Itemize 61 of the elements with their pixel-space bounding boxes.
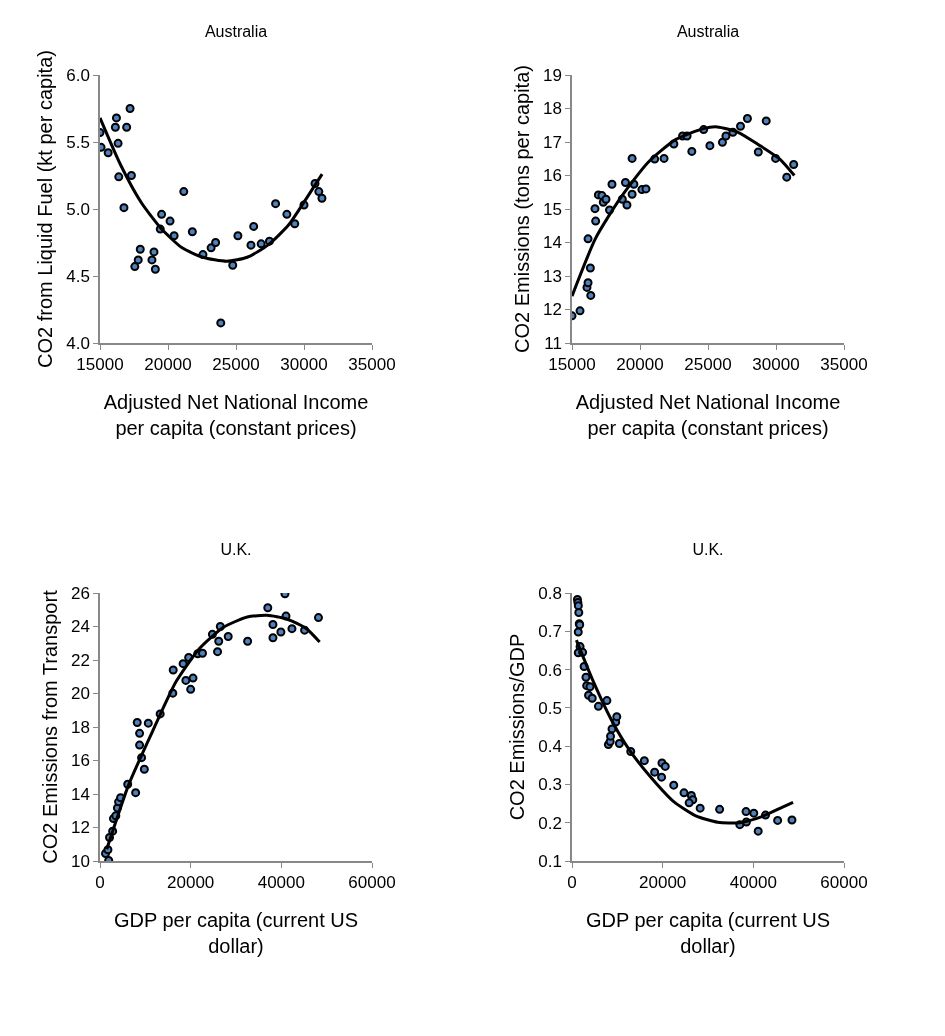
y-tick-label: 5.0 [66,199,90,219]
y-tick-label: 6.0 [66,65,90,85]
x-tick-label: 0 [567,873,577,893]
x-axis-title: Adjusted Net National Income per capita (constant prices) [103,391,369,440]
x-tick-label: 35000 [348,355,396,375]
chart-title: Australia [204,23,268,41]
x-tick-label: 20000 [144,355,192,375]
y-axis-title: CO2 from Liquid Fuel (kt per capita) [34,50,57,368]
y-tick-label: 0.7 [538,622,562,642]
y-tick-label: 0.1 [538,851,562,871]
y-tick-label: 0.3 [538,775,562,795]
x-tick-label: 30000 [280,355,328,375]
x-tick-label: 15000 [548,355,596,375]
y-tick-label: 11 [544,333,562,353]
x-tick-label: 20000 [167,873,215,893]
x-axis-title: Adjusted Net National Income per capita (constant prices) [575,391,841,440]
x-tick-label: 25000 [212,355,260,375]
y-tick-label: 16 [70,751,90,771]
x-tick-label: 20000 [616,355,664,375]
y-tick-label: 10 [70,851,90,871]
y-tick-label: 17 [542,132,562,152]
y-tick-label: 4.0 [66,333,90,353]
x-tick-label: 20000 [639,873,687,893]
y-tick-label: 15 [542,199,562,219]
x-axis-title: GDP per capita (current US dollar) [113,909,359,958]
y-tick-label: 24 [70,617,90,637]
y-tick-label: 14 [542,233,562,253]
x-tick-label: 0 [95,873,105,893]
y-tick-label: 5.5 [66,132,90,152]
y-tick-label: 20 [70,684,90,704]
x-axis-title: GDP per capita (current US dollar) [585,909,831,958]
y-tick-label: 18 [542,99,562,119]
y-tick-label: 13 [542,266,562,286]
y-tick-label: 0.6 [538,660,562,680]
chart-title: U.K. [220,541,252,559]
x-tick-label: 40000 [729,873,777,893]
y-tick-label: 19 [542,65,562,85]
y-tick-label: 0.8 [538,583,562,603]
x-tick-label: 35000 [820,355,868,375]
chart-title: U.K. [692,541,724,559]
y-tick-label: 0.4 [538,737,562,757]
y-tick-label: 26 [70,583,90,603]
y-tick-label: 18 [70,717,90,737]
x-tick-label: 25000 [684,355,732,375]
y-tick-label: 12 [70,818,90,838]
y-tick-label: 22 [70,650,90,670]
y-axis-title: CO2 Emissions (tons per capita) [510,65,533,353]
x-tick-label: 60000 [820,873,868,893]
chart-title: Australia [676,23,740,41]
y-axis-title: CO2 Emissions from Transport [38,589,61,864]
y-tick-label: 0.5 [538,698,562,718]
y-tick-label: 16 [542,166,562,186]
x-tick-label: 40000 [257,873,305,893]
y-tick-label: 4.5 [66,266,90,286]
x-tick-label: 30000 [752,355,800,375]
x-tick-label: 15000 [76,355,124,375]
x-tick-label: 60000 [348,873,396,893]
y-tick-label: 14 [70,784,90,804]
y-axis-title: CO2 Emissions/GDP [506,633,529,821]
y-tick-label: 0.2 [538,813,562,833]
y-tick-label: 12 [542,300,562,320]
